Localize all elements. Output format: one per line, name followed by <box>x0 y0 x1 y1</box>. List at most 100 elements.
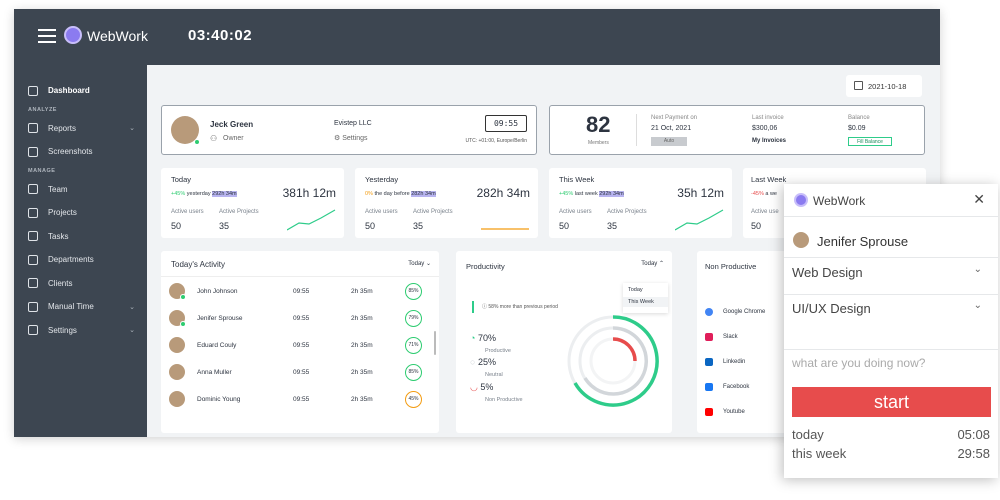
stat-total: 35h 12m <box>677 186 724 200</box>
trend-sparkline <box>481 228 529 230</box>
nonproductive-label: Non Productive <box>485 397 523 403</box>
sidebar-item-tasks[interactable]: Tasks <box>14 225 147 249</box>
active-users-label: Active use <box>751 209 779 215</box>
note-input[interactable]: what are you doing now? <box>792 356 926 370</box>
sidebar-item-reports[interactable]: Reports ⌄ <box>14 117 147 141</box>
sidebar-item-label: Manual Time <box>48 302 94 312</box>
stat-title: Yesterday <box>365 175 399 184</box>
gear-icon <box>28 325 38 336</box>
sidebar: Dashboard ANALYZE Reports ⌄ Screenshots M… <box>14 65 147 437</box>
image-icon <box>28 146 38 157</box>
next-payment-label: Next Payment on <box>651 115 698 121</box>
dropdown-option-today[interactable]: Today <box>628 287 643 293</box>
trend-sparkline <box>287 209 336 231</box>
active-users-label: Active users <box>365 209 398 215</box>
clock-icon <box>28 301 38 312</box>
neutral-label: Neutral <box>485 372 503 378</box>
table-row[interactable]: Jenifer Sprouse 09:55 2h 35m 79% <box>169 308 433 328</box>
sidebar-item-settings[interactable]: Settings ⌄ <box>14 319 147 343</box>
stat-total: 381h 12m <box>282 186 336 200</box>
my-invoices-link[interactable]: My Invoices <box>752 138 787 144</box>
top-bar: WebWork 03:40:02 <box>14 9 940 65</box>
list-item: Linkedin <box>705 358 745 366</box>
sidebar-item-team[interactable]: Team <box>14 178 147 202</box>
menu-icon[interactable] <box>38 29 56 43</box>
stat-total: 282h 34m <box>476 186 530 200</box>
section-analyze: ANALYZE <box>28 106 57 113</box>
sidebar-item-manual-time[interactable]: Manual Time ⌄ <box>14 295 147 319</box>
popup-user-name: Jenifer Sprouse <box>817 234 909 249</box>
nonproductive-item: ◡ 5% <box>470 382 494 392</box>
sidebar-item-label: Team <box>48 184 68 194</box>
project-select[interactable]: Web Design <box>792 265 863 280</box>
members-count: 82 <box>586 112 611 137</box>
home-icon <box>28 85 38 96</box>
active-users-value: 50 <box>171 221 182 231</box>
dropdown-option-this-week[interactable]: This Week <box>623 297 668 307</box>
user-icon <box>28 278 38 289</box>
table-row[interactable]: Anna Muller 09:55 2h 35m 85% <box>169 362 433 382</box>
app-name: WebWork <box>87 28 148 44</box>
trend-sparkline <box>675 209 724 231</box>
nonproductive-dot-icon: ◡ <box>470 382 478 392</box>
avatar <box>171 116 200 145</box>
productivity-card: Productivity Today ⌃ Today This Week ⓘ 5… <box>456 251 672 433</box>
popup-logo-icon <box>794 193 808 207</box>
stat-compare: -45% a we <box>751 191 777 197</box>
active-users-value: 50 <box>559 221 570 231</box>
company-settings-link[interactable]: ⚙ Settings <box>334 135 368 142</box>
neutral-dot-icon: ○ <box>470 357 476 367</box>
scrollbar[interactable] <box>434 331 436 355</box>
last-invoice-amount: $300,06 <box>752 125 778 132</box>
checkbox-icon <box>28 231 38 242</box>
productivity-filter[interactable]: Today ⌃ <box>641 261 664 267</box>
profile-name: Jeck Green <box>210 120 254 129</box>
avatar <box>169 310 186 327</box>
activity-filter[interactable]: Today ⌄ <box>408 261 431 267</box>
productive-item: ◔ 70% <box>470 333 496 343</box>
sidebar-item-label: Screenshots <box>48 147 93 157</box>
sidebar-item-departments[interactable]: Departments <box>14 248 147 272</box>
stat-title: Last Week <box>751 175 787 184</box>
neutral-item: ○ 25% <box>470 357 496 367</box>
active-users-label: Active users <box>559 209 592 215</box>
productive-dot-icon: ◔ <box>470 333 476 343</box>
sidebar-item-label: Departments <box>48 255 94 265</box>
today-label: today <box>792 427 824 442</box>
company-name: Evistep LLC <box>334 120 372 127</box>
table-row[interactable]: Eduard Couly 09:55 2h 35m 71% <box>169 335 433 355</box>
table-row[interactable]: John Johnson 09:55 2h 35m 85% <box>169 281 433 301</box>
chevron-down-icon: ⌄ <box>973 264 982 275</box>
date-picker[interactable]: 2021-10-18 <box>846 75 922 97</box>
today-activity-card: Today's Activity Today ⌄ John Johnson 09:… <box>161 251 439 433</box>
start-button[interactable]: start <box>792 387 991 417</box>
app-window: WebWork 03:40:02 Dashboard ANALYZE Repor… <box>14 9 940 437</box>
close-icon[interactable]: ✕ <box>973 191 985 207</box>
stat-card-yesterday: Yesterday 0% the day before 282h 34m 282… <box>355 168 538 238</box>
avatar <box>169 364 185 380</box>
user-avatar <box>793 232 809 248</box>
sidebar-item-screenshots[interactable]: Screenshots <box>14 140 147 164</box>
chrome-icon <box>705 308 713 316</box>
sidebar-item-clients[interactable]: Clients <box>14 272 147 296</box>
list-item: Youtube <box>705 408 745 416</box>
sidebar-item-dashboard[interactable]: Dashboard <box>14 79 147 103</box>
stat-compare: +45% yesterday 292h 34m <box>171 191 237 197</box>
filter-dropdown: Today This Week <box>623 283 668 313</box>
clock-display: 09:55 <box>485 115 527 132</box>
productive-label: Productive <box>485 348 511 354</box>
fill-balance-button[interactable]: Fill Balance <box>848 137 892 146</box>
sidebar-item-label: Settings <box>48 325 77 335</box>
active-users-label: Active users <box>171 209 204 215</box>
active-projects-value: 35 <box>219 221 230 231</box>
balance-amount: $0.09 <box>848 125 866 132</box>
timezone: UTC: +01:00, Europe/Berlin <box>465 138 527 144</box>
members-label: Members <box>588 140 609 146</box>
person-icon: ⚇ <box>210 134 218 143</box>
sidebar-item-label: Reports <box>48 123 77 133</box>
list-item: Slack <box>705 333 738 341</box>
linkedin-icon <box>705 358 713 366</box>
table-row[interactable]: Dominic Young 09:55 2h 35m 45% <box>169 389 433 409</box>
sidebar-item-projects[interactable]: Projects <box>14 201 147 225</box>
task-select[interactable]: UI/UX Design <box>792 301 871 316</box>
